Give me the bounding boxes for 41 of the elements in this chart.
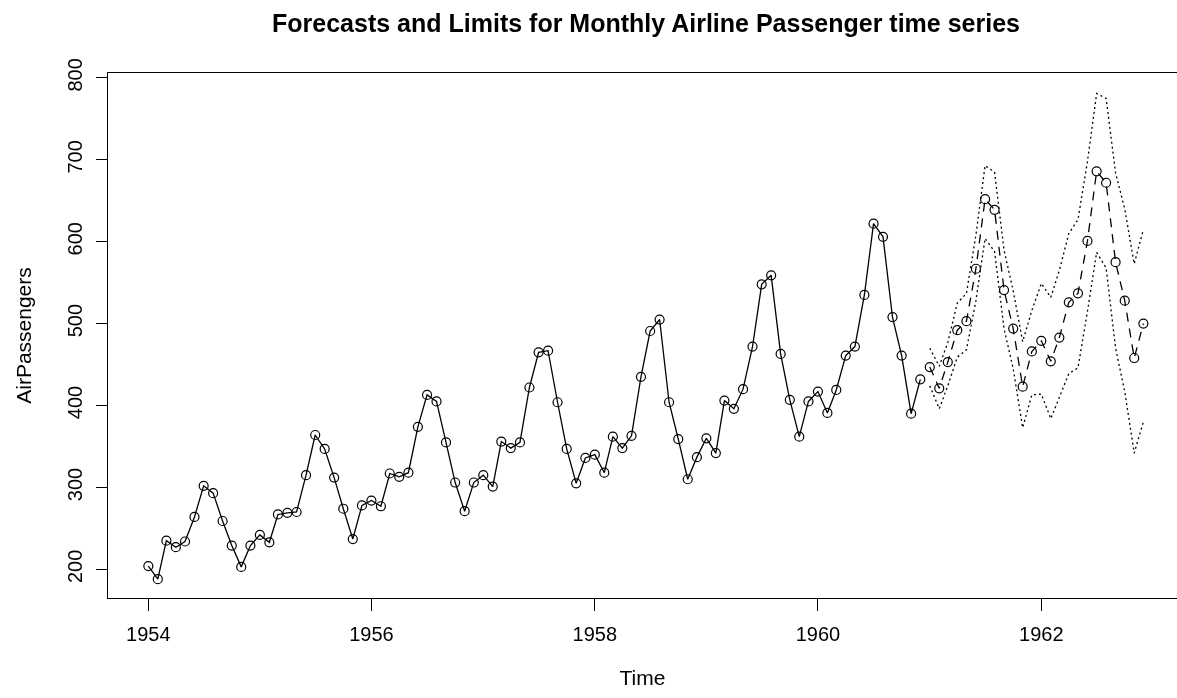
- point: [952, 325, 963, 336]
- point: [1119, 295, 1130, 306]
- y-axis-title: AirPassengers: [12, 267, 36, 404]
- point: [1045, 356, 1056, 367]
- point: [1129, 352, 1140, 364]
- y-tick-label: 200: [63, 549, 86, 584]
- point: [979, 194, 991, 205]
- x-tick-label: 1956: [349, 623, 394, 646]
- x-tick-label: 1958: [572, 623, 618, 646]
- point: [998, 284, 1010, 296]
- x-axis-title: Time: [619, 666, 666, 690]
- y-tick-label: 400: [63, 385, 86, 420]
- point: [961, 316, 972, 327]
- point: [989, 204, 1000, 215]
- point: [1091, 166, 1102, 177]
- point: [924, 361, 935, 373]
- point: [1008, 323, 1019, 334]
- point: [1017, 381, 1028, 392]
- point: [970, 263, 982, 274]
- x-tick-label: 1960: [795, 623, 841, 646]
- y-tick-label: 500: [63, 303, 86, 338]
- point: [1110, 257, 1121, 268]
- point: [1082, 235, 1093, 246]
- y-tick-label: 600: [63, 222, 86, 256]
- x-tick-label: 1954: [126, 623, 171, 646]
- point: [1138, 318, 1149, 329]
- point: [1054, 332, 1065, 343]
- y-tick-label: 300: [63, 467, 86, 502]
- line-series: [929, 92, 1145, 367]
- y-tick-label: 700: [63, 140, 86, 174]
- y-tick-label: 800: [63, 58, 86, 92]
- line-series: [929, 237, 1145, 454]
- point: [934, 383, 945, 394]
- point: [942, 357, 953, 368]
- chart-title: Forecasts and Limits for Monthly Airline Passenger time series: [272, 8, 1020, 37]
- x-tick-label: 1962: [1019, 623, 1064, 646]
- point: [1026, 346, 1037, 357]
- point: [1036, 335, 1047, 346]
- point: [1063, 297, 1074, 308]
- point: [1072, 288, 1084, 299]
- point: [1101, 177, 1112, 188]
